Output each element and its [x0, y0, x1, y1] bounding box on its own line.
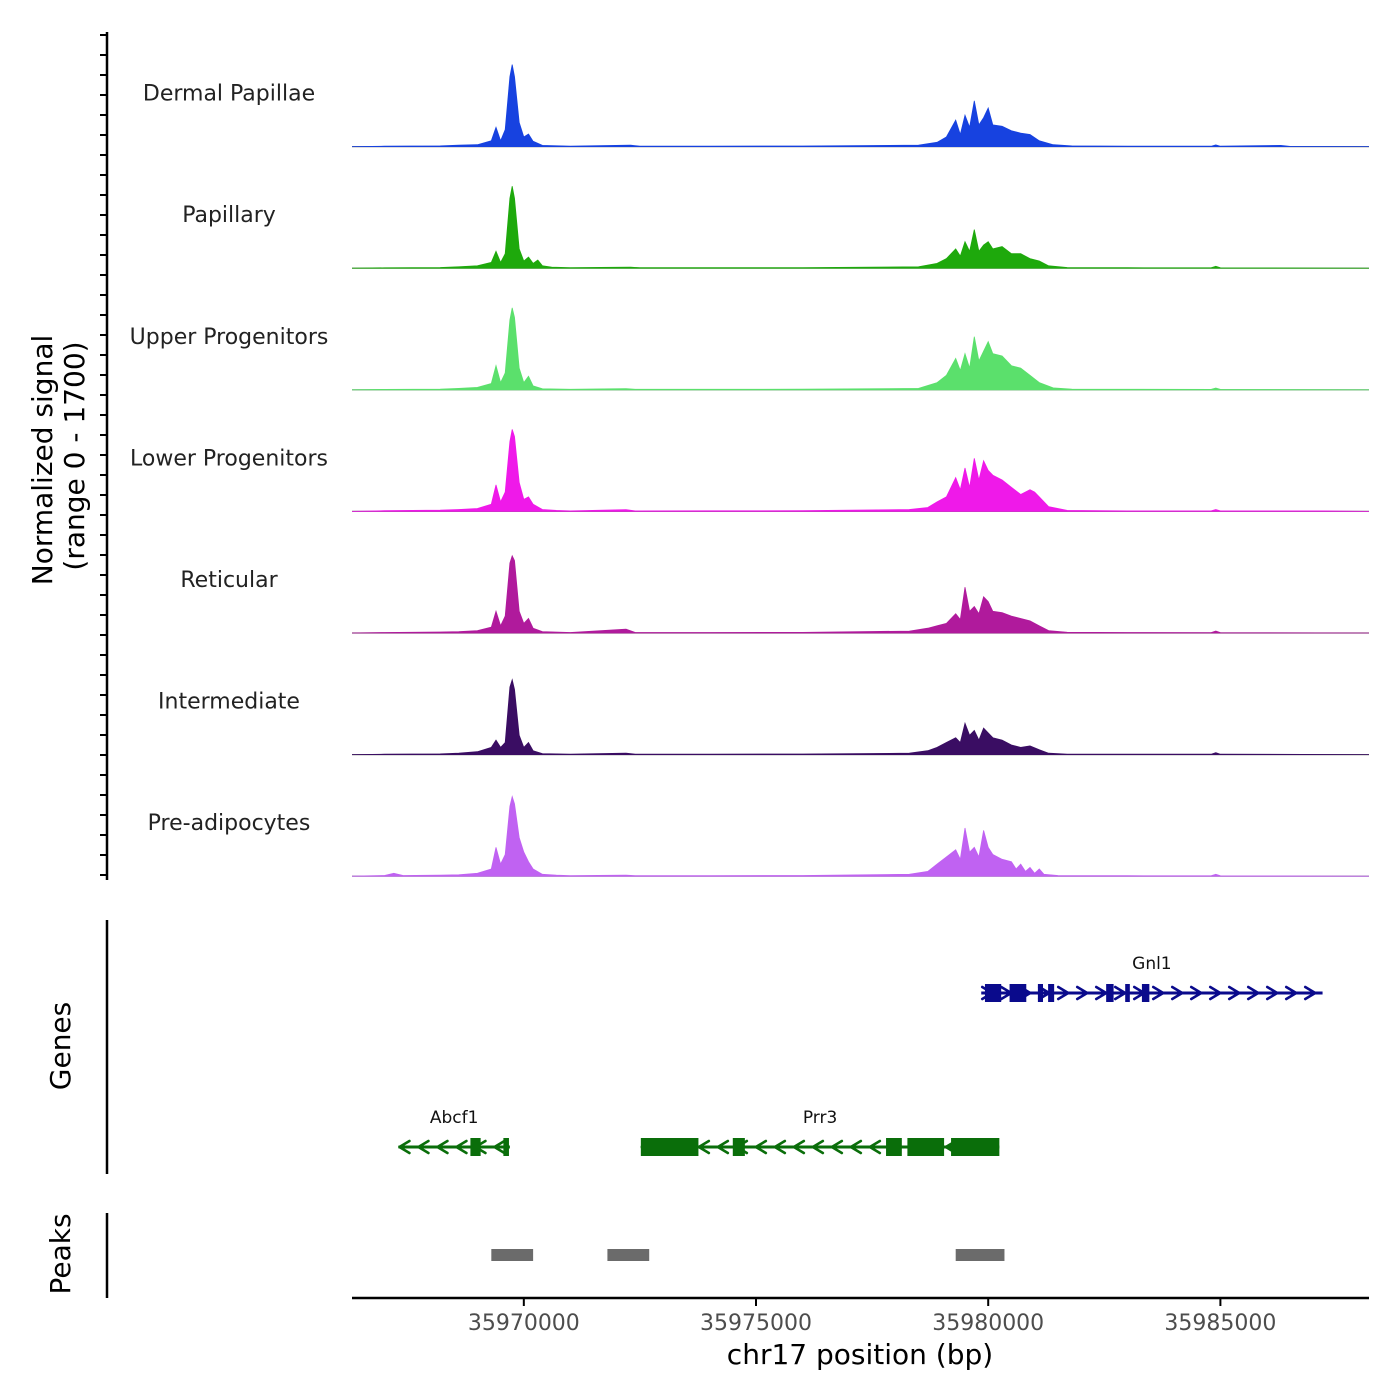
x-tick-label: 35975000: [700, 1311, 812, 1336]
signal-track: Papillary: [182, 186, 1370, 269]
peak-region: [607, 1249, 650, 1261]
gene-exon: [984, 984, 1002, 1002]
gene-exon: [470, 1138, 481, 1156]
signal-area: [351, 429, 1370, 512]
peaks-ylabel: Peaks: [44, 1213, 77, 1294]
gene-label: Abcf1: [430, 1108, 479, 1128]
x-tick-label: 35985000: [1164, 1311, 1276, 1336]
signal-ylabel-line1: Normalized signal: [26, 335, 59, 586]
signal-track: Reticular: [180, 554, 1370, 634]
strand-arrow: [716, 1139, 730, 1155]
strand-arrow: [1056, 985, 1070, 1001]
x-axis-ticks: 35970000 35975000 35980000 35985000: [468, 1298, 1276, 1336]
signal-area: [351, 186, 1370, 269]
strand-arrow: [1303, 985, 1317, 1001]
gene-exon: [503, 1138, 509, 1156]
strand-arrow: [811, 1139, 825, 1155]
peaks-panel: Peaks: [44, 1213, 1005, 1298]
track-label: Reticular: [180, 568, 278, 593]
signal-area: [351, 795, 1370, 877]
signal-track: Lower Progenitors: [130, 429, 1370, 512]
signal-area: [351, 554, 1370, 634]
track-label: Lower Progenitors: [130, 446, 328, 471]
gene-model: Prr3: [640, 1108, 1000, 1156]
strand-arrow: [792, 1139, 806, 1155]
track-label: Dermal Papillae: [143, 82, 315, 107]
gene-models: Gnl1 Abcf1 Prr3: [398, 954, 1323, 1156]
strand-arrow: [697, 1139, 711, 1155]
strand-arrow: [1170, 985, 1184, 1001]
x-tick-label: 35980000: [932, 1311, 1044, 1336]
peak-region: [955, 1249, 1005, 1261]
strand-arrow: [849, 1139, 863, 1155]
strand-arrow: [1189, 985, 1203, 1001]
track-label: Upper Progenitors: [130, 325, 329, 350]
strand-arrow: [417, 1139, 430, 1155]
strand-arrow: [1265, 985, 1279, 1001]
gene-model: Gnl1: [980, 954, 1323, 1002]
genes-ylabel: Genes: [44, 1002, 77, 1090]
peak-regions: [491, 1249, 1005, 1261]
x-tick-label: 35970000: [468, 1311, 580, 1336]
signal-track: Dermal Papillae: [143, 64, 1370, 148]
strand-arrow: [398, 1139, 411, 1155]
x-axis: 35970000 35975000 35980000 35985000 chr17 p…: [352, 1296, 1369, 1371]
signal-y-axis-ticks: [100, 34, 107, 876]
peak-region: [491, 1249, 534, 1261]
strand-arrow: [1246, 985, 1260, 1001]
strand-arrow: [436, 1139, 449, 1155]
track-label: Intermediate: [158, 690, 300, 715]
strand-arrow: [1227, 985, 1241, 1001]
gene-exon: [1141, 984, 1150, 1002]
strand-arrow: [830, 1139, 844, 1155]
strand-arrow: [1284, 985, 1298, 1001]
strand-arrow: [1151, 985, 1165, 1001]
strand-arrow: [1075, 985, 1089, 1001]
gene-model: Abcf1: [398, 1108, 510, 1156]
track-label: Pre-adipocytes: [148, 811, 311, 836]
x-axis-title: chr17 position (bp): [727, 1338, 993, 1371]
gene-exon: [907, 1138, 945, 1156]
signal-ylabel-line2: (range 0 - 1700): [58, 341, 91, 570]
signal-area: [351, 307, 1370, 391]
strand-arrow: [868, 1139, 882, 1155]
gene-exon: [1009, 984, 1027, 1002]
gene-label: Gnl1: [1132, 954, 1172, 974]
strand-arrow: [773, 1139, 787, 1155]
signal-area: [351, 64, 1370, 147]
strand-arrow: [493, 1139, 506, 1155]
strand-arrow: [754, 1139, 768, 1155]
gene-exon: [1125, 984, 1130, 1002]
gene-exon: [1037, 984, 1044, 1002]
signal-area: [351, 678, 1370, 755]
gene-exon: [1048, 984, 1055, 1002]
gene-exon: [1106, 984, 1114, 1002]
signal-track: Intermediate: [158, 678, 1370, 756]
strand-arrow: [455, 1139, 468, 1155]
signal-track: Pre-adipocytes: [148, 795, 1370, 877]
gene-exon: [951, 1138, 1000, 1156]
gene-exon: [732, 1138, 745, 1156]
gene-label: Prr3: [803, 1108, 837, 1128]
gene-exon: [640, 1138, 699, 1156]
genes-panel: Genes Gnl1 Abcf1 Prr3: [44, 920, 1323, 1174]
track-label: Papillary: [182, 203, 276, 228]
signal-panel: Dermal Papillae Papillary Upper Progenitor…: [26, 32, 1370, 880]
signal-track: Upper Progenitors: [130, 307, 1370, 391]
gene-exon: [886, 1138, 902, 1156]
signal-tracks: Dermal Papillae Papillary Upper Progenitor…: [130, 64, 1370, 877]
strand-arrow: [1208, 985, 1222, 1001]
